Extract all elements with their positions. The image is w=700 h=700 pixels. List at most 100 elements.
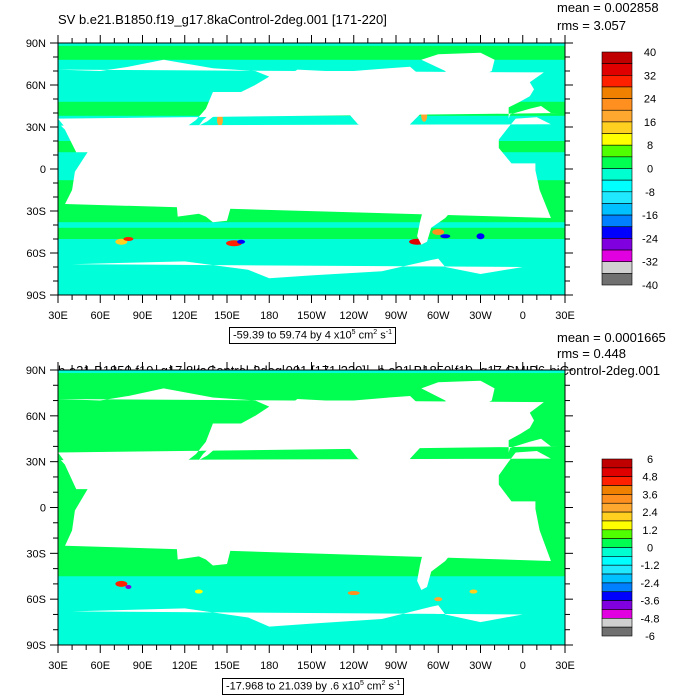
lon-label: 0 bbox=[520, 310, 526, 322]
lat-label: 90S bbox=[26, 640, 46, 652]
colorbar-box bbox=[601, 547, 633, 557]
range-exp: 5 bbox=[359, 680, 364, 687]
colorbar-label: -6 bbox=[645, 631, 655, 643]
land-borneo bbox=[170, 496, 184, 514]
lon-label: 90E bbox=[133, 310, 153, 322]
land-australia bbox=[683, 524, 700, 565]
land-antarctica bbox=[72, 605, 523, 645]
colorbar-box bbox=[601, 600, 633, 610]
range-text: -59.39 to 59.74 by 4 x10 bbox=[233, 329, 352, 342]
lon-label: 180 bbox=[260, 660, 278, 672]
colorbar-label: -1.2 bbox=[641, 560, 660, 572]
anomaly-spot bbox=[469, 589, 478, 594]
anomaly-spot bbox=[216, 114, 223, 126]
range-unit-exp: 2 bbox=[373, 329, 378, 336]
plot2-range-box: -17.968 to 21.039 by .6 x105 cm2 s-1 bbox=[222, 678, 405, 695]
lat-label: 60S bbox=[26, 248, 46, 260]
land-newguinea bbox=[200, 509, 227, 523]
lon-label: 30E bbox=[555, 310, 575, 322]
range-exp: 5 bbox=[351, 329, 356, 336]
colorbar-label: 32 bbox=[644, 70, 656, 82]
land-antarctica bbox=[0, 605, 16, 645]
lat-label: 90N bbox=[26, 365, 46, 377]
land-sumatra bbox=[657, 500, 672, 517]
colorbar-box bbox=[601, 582, 633, 593]
plot2-rms: rms = 0.448 bbox=[557, 346, 627, 361]
lon-label: 120W bbox=[339, 310, 368, 322]
anomaly-spot bbox=[237, 239, 246, 244]
land-madagascar bbox=[77, 525, 87, 546]
land-samerica bbox=[408, 152, 474, 245]
range-unit: s bbox=[385, 680, 395, 693]
anomaly-spot bbox=[123, 237, 134, 241]
range-unit-exp: -1 bbox=[394, 680, 401, 687]
colorbar-label: 6 bbox=[647, 454, 653, 466]
colorbar-label: 24 bbox=[644, 94, 656, 106]
land-britain bbox=[514, 87, 526, 99]
land-australia bbox=[176, 184, 232, 223]
colorbar-box bbox=[601, 502, 633, 513]
colorbar-box bbox=[601, 538, 633, 548]
colorbar-box bbox=[601, 556, 633, 566]
anomaly-spot bbox=[347, 591, 360, 596]
colorbar-box bbox=[601, 520, 633, 531]
land-madagascar bbox=[77, 185, 87, 204]
plot1-map: 30E 60E 90E 120E 150E 180 150W 120W 90W 60W 30W 0 30… bbox=[26, 35, 658, 322]
ocean-band bbox=[58, 227, 565, 239]
colorbar-box bbox=[601, 617, 633, 628]
lon-label: 60E bbox=[90, 660, 110, 672]
colorbar-box bbox=[601, 529, 633, 539]
range-unit-exp: -1 bbox=[385, 329, 392, 336]
colorbar-label: -16 bbox=[642, 210, 658, 222]
plot1-title: SV b.e21.B1850.f19_g17.8kaControl-2deg.0… bbox=[58, 12, 387, 27]
land-namerica bbox=[269, 66, 446, 158]
colorbar-label: 0 bbox=[647, 164, 653, 176]
lat-label: 60N bbox=[26, 411, 46, 423]
anomaly-spot bbox=[440, 234, 451, 239]
lat-label: 60N bbox=[26, 80, 46, 92]
land-madagascar bbox=[585, 526, 593, 546]
lat-label: 30N bbox=[26, 122, 46, 134]
land-sumatra bbox=[149, 499, 166, 517]
plot1-range-box: -59.39 to 59.74 by 4 x105 cm2 s-1 bbox=[229, 327, 396, 344]
lat-label: 30S bbox=[26, 548, 46, 560]
lon-label: 120W bbox=[339, 660, 368, 672]
colorbar-label: 16 bbox=[644, 117, 656, 129]
colorbar-box bbox=[601, 626, 633, 637]
land-eurasia bbox=[58, 388, 560, 506]
plot1-mean: mean = 0.002858 bbox=[557, 0, 659, 15]
land-eurasia bbox=[58, 59, 560, 168]
anomaly-spot bbox=[476, 233, 485, 240]
anomaly-spot bbox=[125, 584, 132, 589]
lon-label: 180 bbox=[260, 310, 278, 322]
colorbar-box bbox=[601, 273, 633, 286]
lat-label: 30N bbox=[26, 457, 46, 469]
land-britain bbox=[7, 419, 18, 431]
colorbar-label: -32 bbox=[642, 257, 658, 269]
lat-label: 90S bbox=[26, 290, 46, 302]
lon-label: 90E bbox=[133, 660, 153, 672]
lon-label: 0 bbox=[520, 660, 526, 672]
colorbar-box bbox=[601, 485, 633, 495]
colorbar-box bbox=[601, 476, 633, 486]
colorbar-box bbox=[601, 564, 633, 575]
lat-label: 90N bbox=[26, 38, 46, 50]
colorbar-box bbox=[601, 511, 633, 522]
land-newguinea bbox=[200, 170, 227, 183]
land-britain bbox=[514, 418, 526, 432]
lon-label: 120E bbox=[172, 660, 198, 672]
plot1-rms: rms = 3.057 bbox=[557, 18, 627, 33]
land-antarctica bbox=[72, 258, 523, 295]
colorbar-label: -40 bbox=[642, 280, 658, 292]
plot2-mean: mean = 0.0001665 bbox=[557, 330, 666, 345]
lat-label: 30S bbox=[26, 206, 46, 218]
colorbar-label: -2.4 bbox=[641, 578, 660, 590]
lon-label: 30W bbox=[469, 310, 492, 322]
colorbar-label: 1.2 bbox=[642, 525, 657, 537]
anomaly-spot bbox=[434, 597, 443, 602]
lon-label: 60W bbox=[427, 660, 450, 672]
colorbar-box bbox=[601, 573, 633, 584]
lon-label: 60W bbox=[427, 310, 450, 322]
range-unit: s bbox=[377, 329, 386, 342]
colorbar-label: 4.8 bbox=[642, 472, 657, 484]
